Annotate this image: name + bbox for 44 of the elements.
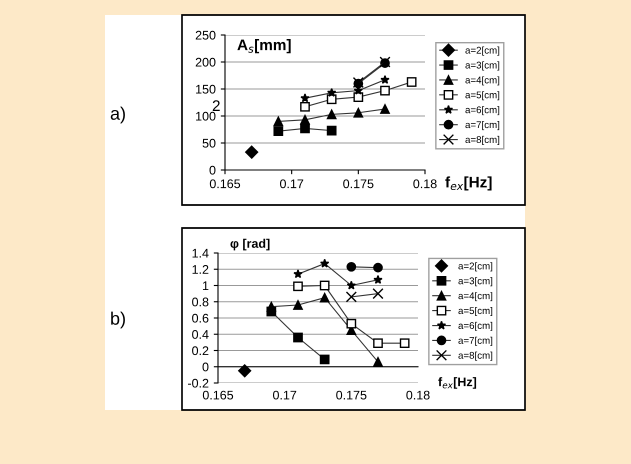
legend-label: a=4[cm] (465, 76, 500, 86)
x-tick-label: 0.165 (210, 179, 240, 188)
y-tick-label: 1.2 (192, 265, 208, 274)
legend-label: a=3[cm] (465, 61, 500, 70)
legend-label: a=6[cm] (465, 106, 500, 116)
legend-label: a=6[cm] (458, 322, 492, 331)
y-tick-label: 1 (202, 281, 208, 290)
y-tick-label: 1.4 (192, 248, 209, 258)
y-axis-title: φ [rad] (230, 238, 270, 250)
text: 2 (212, 100, 220, 111)
y-tick-label: 0.6 (192, 314, 208, 323)
x-tick-label: 0.175 (343, 179, 374, 188)
legend-label: a=2[cm] (465, 46, 500, 56)
y-tick-label: 50 (202, 138, 216, 148)
legend-label: a=2[cm] (458, 262, 492, 272)
x-tick-label: 0.18 (406, 390, 430, 400)
x-tick-label: 0.17 (280, 179, 304, 188)
x-tick-label: 0.18 (413, 179, 437, 188)
y-tick-label: 250 (196, 30, 216, 40)
legend-label: a=4[cm] (458, 292, 492, 302)
legend-label: a=5[cm] (458, 306, 492, 316)
text: a) (110, 106, 125, 124)
x-tick-label: 0.17 (272, 390, 296, 400)
y-tick-label: 0.4 (192, 330, 209, 339)
y-tick-label: -0.2 (188, 378, 208, 388)
y-tick-label: 150 (196, 84, 216, 94)
y-tick-label: 0 (210, 166, 216, 175)
x-tick-label: 0.175 (336, 390, 366, 400)
legend-label: a=8[cm] (465, 136, 500, 145)
y-tick-label: 0 (202, 362, 208, 372)
legend-label: a=3[cm] (458, 277, 492, 286)
x-tick-label: 0.165 (202, 390, 234, 400)
legend-label: a=7[cm] (458, 336, 492, 346)
y-tick-label: 100 (196, 112, 216, 121)
legend-label: a=5[cm] (465, 91, 500, 100)
x-axis-title: f$_{ex}$[Hz] (438, 377, 476, 389)
text: b) (111, 312, 125, 328)
legend-label: a=8[cm] (458, 352, 492, 361)
y-tick-label: 0.2 (192, 346, 208, 356)
legend-label: a=7[cm] (465, 121, 500, 130)
y-tick-label: 0.8 (192, 298, 208, 306)
y-axis-title: A$_{s}$[mm] (237, 39, 291, 54)
y-tick-label: 200 (196, 58, 216, 67)
x-axis-title: f$_{ex}$[Hz] (445, 176, 492, 191)
